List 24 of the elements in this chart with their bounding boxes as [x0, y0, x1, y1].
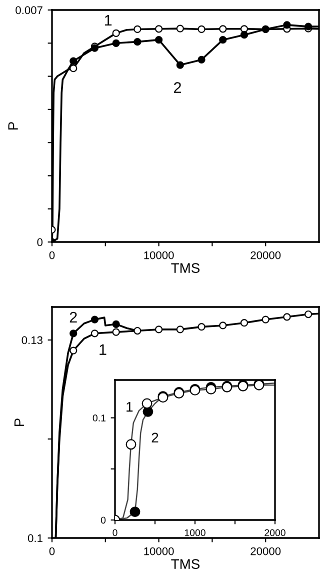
x-tick-label: 1000	[184, 529, 206, 536]
y-tick-label: 0.007	[16, 6, 42, 14]
x-tick-label: 0	[112, 529, 118, 536]
annotation: 2	[70, 312, 77, 322]
y-tick-label: 0	[37, 238, 43, 246]
annotation: 2	[174, 82, 181, 93]
annotation: 2	[152, 432, 158, 442]
annotation: 1	[104, 15, 112, 26]
y-tick-label: 0.1	[28, 534, 42, 542]
x-tick-label: 0	[49, 547, 55, 556]
x-tick-label: 2000	[264, 529, 286, 536]
y-axis-title: P	[8, 122, 18, 130]
annotation: 1	[126, 402, 133, 412]
x-tick-label: 20000	[250, 251, 281, 260]
y-tick-label: 0.1	[92, 414, 106, 422]
x-axis-title: TMS	[171, 263, 200, 273]
x-tick-label: 10000	[144, 547, 174, 556]
y-tick-label: 0.13	[22, 336, 42, 344]
annotation: 1	[100, 344, 106, 355]
x-tick-label: 10000	[144, 251, 174, 260]
x-axis-title: TMS	[171, 559, 200, 569]
x-tick-label: 0	[49, 251, 55, 260]
y-axis-title: P	[14, 418, 24, 426]
x-tick-label: 20000	[250, 547, 281, 556]
